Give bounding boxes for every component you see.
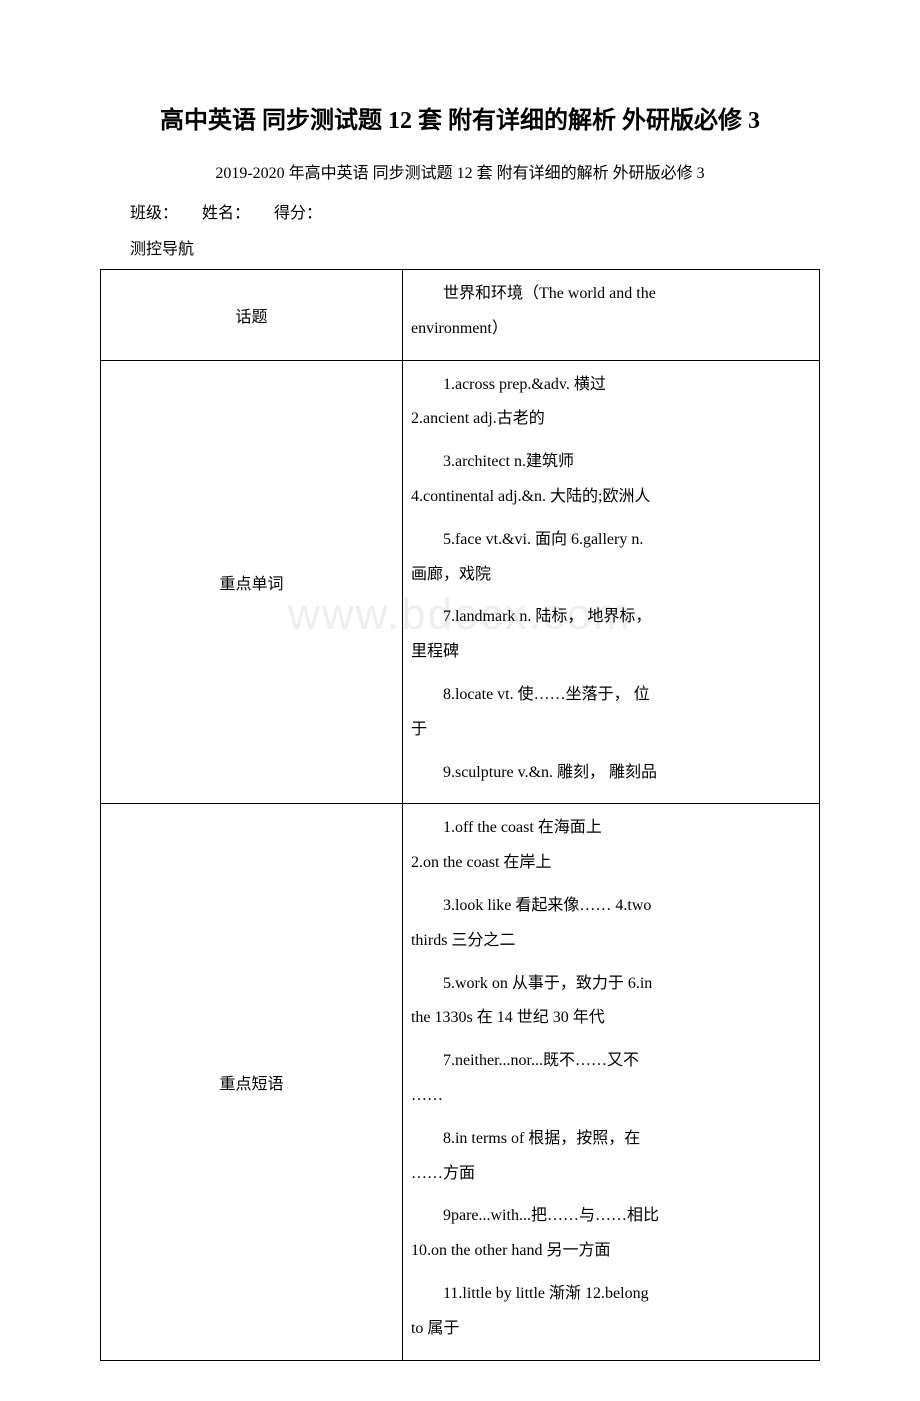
row-content-phrases: 1.off the coast 在海面上 2.on the coast 在岸上 …	[402, 804, 819, 1360]
row-content-words: 1.across prep.&adv. 横过 2.ancient adj.古老的…	[402, 360, 819, 804]
content-line: 1.across prep.&adv. 横过	[411, 371, 811, 400]
content-line: 8.locate vt. 使……坐落于， 位	[411, 681, 811, 710]
content-line: 画廊，戏院	[411, 561, 811, 590]
content-line: 3.architect n.建筑师	[411, 448, 811, 477]
row-label-words: 重点单词	[101, 360, 403, 804]
content-line: 2.on the coast 在岸上	[411, 849, 811, 878]
content-line: the 1330s 在 14 世纪 30 年代	[411, 1004, 811, 1033]
page-title: 高中英语 同步测试题 12 套 附有详细的解析 外研版必修 3	[100, 100, 820, 135]
section-header: 测控导航	[100, 235, 820, 259]
form-fields-line: 班级： 姓名： 得分：	[100, 199, 820, 223]
table-row: 重点短语 1.off the coast 在海面上 2.on the coast…	[101, 804, 820, 1360]
content-line: 10.on the other hand 另一方面	[411, 1237, 811, 1266]
content-line: 5.work on 从事于，致力于 6.in	[411, 970, 811, 999]
row-label-phrases: 重点短语	[101, 804, 403, 1360]
content-line: 2.ancient adj.古老的	[411, 405, 811, 434]
content-line: 里程碑	[411, 638, 811, 667]
content-line: 于	[411, 716, 811, 745]
content-line: 8.in terms of 根据，按照，在	[411, 1125, 811, 1154]
content-line: 3.look like 看起来像…… 4.two	[411, 892, 811, 921]
content-line: 1.off the coast 在海面上	[411, 814, 811, 843]
content-line: to 属于	[411, 1315, 811, 1344]
row-content-topic: 世界和环境（The world and the environment）	[402, 270, 819, 361]
content-line: 5.face vt.&vi. 面向 6.gallery n.	[411, 526, 811, 555]
subtitle: 2019-2020 年高中英语 同步测试题 12 套 附有详细的解析 外研版必修…	[100, 159, 820, 183]
content-line: environment）	[411, 315, 811, 344]
content-line: 9pare...with...把……与……相比	[411, 1202, 811, 1231]
content-table: 话题 世界和环境（The world and the environment） …	[100, 269, 820, 1361]
content-line: 7.neither...nor...既不……又不	[411, 1047, 811, 1076]
content-line: 11.little by little 渐渐 12.belong	[411, 1280, 811, 1309]
table-row: 话题 世界和环境（The world and the environment）	[101, 270, 820, 361]
content-line: ……	[411, 1082, 811, 1111]
content-line: ……方面	[411, 1160, 811, 1189]
table-row: 重点单词 1.across prep.&adv. 横过 2.ancient ad…	[101, 360, 820, 804]
content-line: 9.sculpture v.&n. 雕刻， 雕刻品	[411, 759, 811, 788]
content-line: 4.continental adj.&n. 大陆的;欧洲人	[411, 483, 811, 512]
content-line: 世界和环境（The world and the	[411, 280, 811, 309]
row-label-topic: 话题	[101, 270, 403, 361]
content-line: 7.landmark n. 陆标， 地界标，	[411, 603, 811, 632]
content-line: thirds 三分之二	[411, 927, 811, 956]
